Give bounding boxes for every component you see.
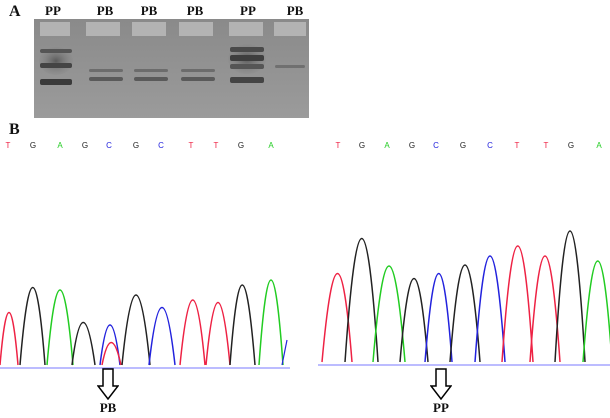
gel-lane-label: PP [240,3,256,18]
base-call: C [487,141,493,150]
variant-call-label-right: PP [433,400,449,415]
peak-c [99,324,121,366]
peak-t [321,272,353,363]
peak-t [529,255,561,363]
base-call: T [543,141,549,150]
peak-c [424,272,453,363]
gel-lane-label: PB [140,3,158,18]
base-call: T [514,141,520,150]
peak-a [372,265,406,363]
base-call: C [433,141,439,150]
panel-label-a: A [9,3,21,20]
base-call: C [158,141,164,150]
gel-lane-label: PB [96,3,114,18]
base-call: T [335,141,341,150]
peak-g [399,277,429,363]
peak-g [554,230,586,363]
base-call: G [408,141,416,150]
base-call: G [29,141,37,150]
peak-t [205,301,231,366]
panel-label-b: B [9,121,20,138]
base-call: G [358,141,366,150]
base-call: A [384,141,390,150]
base-call: A [57,141,63,150]
base-call: G [81,141,89,150]
base-call: T [5,141,11,150]
gel-lane-label: PP [45,3,61,18]
down-arrow-icon [97,368,119,400]
gel-electrophoresis-image [34,19,309,118]
peak-t-minor [101,342,122,366]
base-call: T [213,141,219,150]
peak-g [71,321,96,366]
peak-c [474,255,506,363]
peak-g [229,284,256,366]
base-call: G [237,141,245,150]
base-call: C [106,141,112,150]
down-arrow-icon [430,368,452,400]
base-call: G [567,141,575,150]
peak-t [501,245,534,363]
chromatogram [0,230,610,369]
peak-c [148,307,176,366]
peak-a [258,279,284,366]
peak-g [449,264,481,363]
base-call: G [132,141,140,150]
peak-g [344,238,379,363]
peak-a [46,289,74,366]
base-call: A [268,141,274,150]
peak-t [179,299,206,366]
peak-g [19,287,46,366]
base-call: T [188,141,194,150]
peak-c-tail [281,339,288,366]
gel-lane-label: PB [286,3,304,18]
gel-lane-label: PB [186,3,204,18]
variant-call-label-left: PB [99,400,117,415]
peak-g [121,294,151,366]
peak-t [0,312,19,366]
base-call: A [596,141,602,150]
base-call: G [459,141,467,150]
peak-a [582,260,610,363]
